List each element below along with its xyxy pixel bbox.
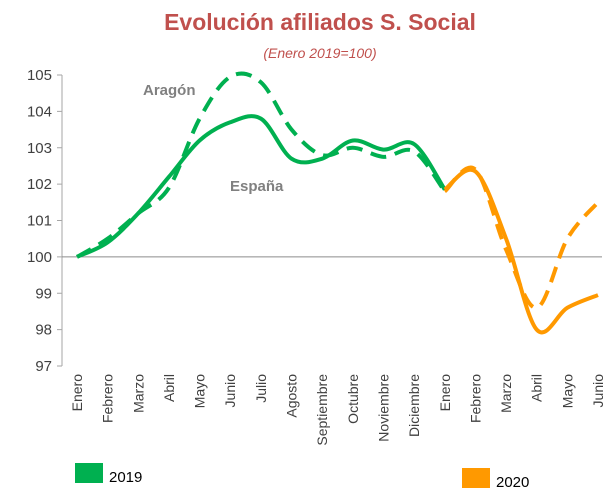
y-tick-label: 102 — [27, 176, 52, 193]
series-line — [443, 167, 599, 335]
x-tick-label: Junio — [222, 374, 238, 408]
legend-swatch — [462, 468, 490, 488]
x-tick-label: Febrero — [467, 374, 483, 423]
x-tick-label: Febrero — [100, 374, 116, 423]
y-tick-label: 104 — [27, 103, 52, 120]
x-tick-label: Octubre — [345, 374, 361, 424]
series-label: Aragón — [143, 82, 196, 99]
legend-swatch — [75, 463, 103, 483]
series-line — [76, 114, 447, 259]
x-tick-label: Marzo — [498, 374, 514, 413]
x-tick-label: Abril — [529, 374, 545, 402]
x-tick-label: Julio — [253, 374, 269, 403]
x-tick-label: Marzo — [130, 374, 146, 413]
y-tick-label: 100 — [27, 249, 52, 266]
x-tick-label: Septiembre — [314, 374, 330, 446]
y-tick-label: 98 — [35, 322, 52, 339]
x-tick-label: Mayo — [559, 374, 575, 408]
x-tick-label: Enero — [437, 374, 453, 412]
legend-label: 2019 — [109, 469, 142, 486]
y-tick-label: 97 — [35, 358, 52, 375]
y-tick-label: 103 — [27, 140, 52, 157]
y-tick-label: 105 — [27, 67, 52, 84]
x-tick-label: Diciembre — [406, 374, 422, 437]
series-line — [75, 71, 447, 259]
series-label: España — [230, 178, 284, 195]
y-tick-label: 101 — [27, 213, 52, 230]
chart-subtitle: (Enero 2019=100) — [263, 45, 376, 61]
x-tick-label: Abril — [161, 374, 177, 402]
x-tick-label: Junio — [590, 374, 606, 408]
x-tick-label: Enero — [69, 374, 85, 412]
x-tick-label: Agosto — [284, 374, 300, 418]
chart-title: Evolución afiliados S. Social — [164, 9, 476, 35]
legend-label: 2020 — [496, 474, 529, 491]
x-tick-label: Noviembre — [375, 374, 391, 442]
y-tick-label: 99 — [35, 285, 52, 302]
x-tick-label: Mayo — [192, 374, 208, 408]
